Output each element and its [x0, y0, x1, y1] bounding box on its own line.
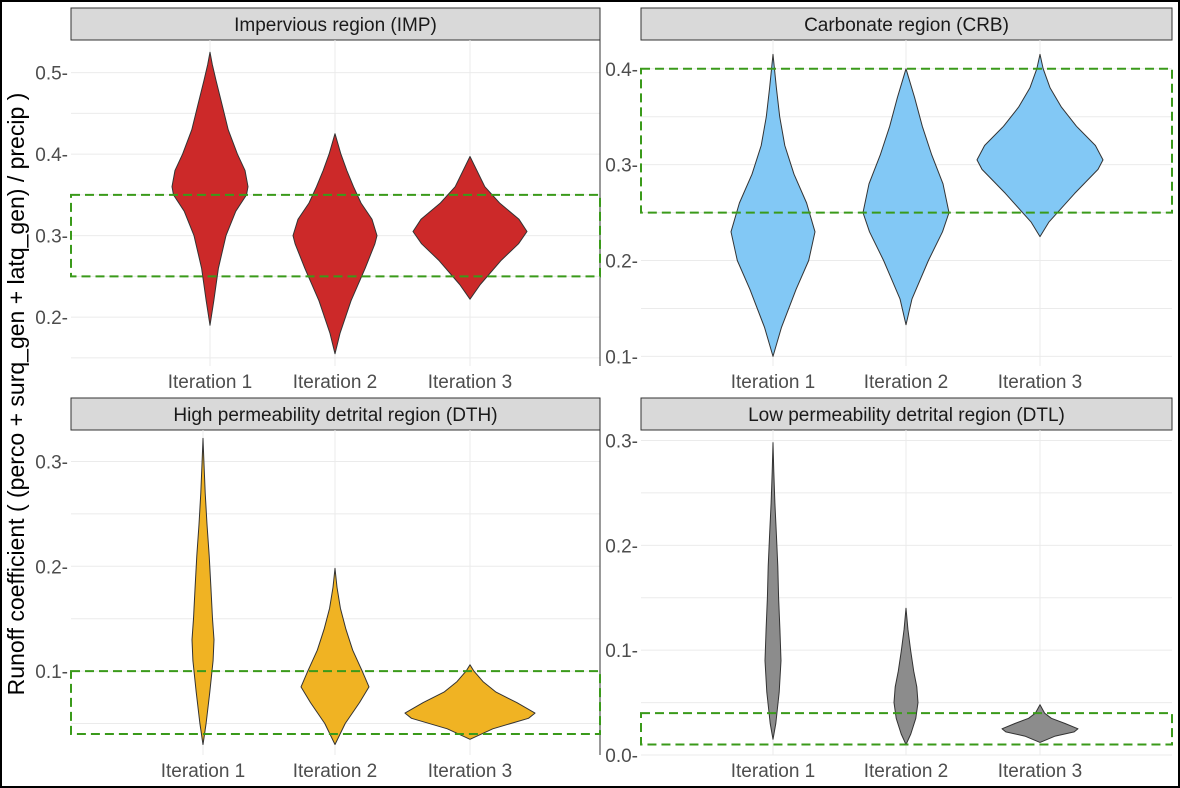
x-tick-label: Iteration 3	[428, 372, 513, 393]
x-tick-label: Iteration 1	[168, 372, 253, 393]
target-range-box	[70, 670, 601, 736]
x-tick-label: Iteration 1	[161, 761, 246, 782]
y-axis-label: Runoff coefficient ( (perco + surq_gen +…	[3, 93, 29, 696]
panel-title: Impervious region (IMP)	[234, 15, 437, 36]
panel-3: High permeability detrital region (DTH) 0…	[35, 397, 601, 782]
panel-4: Low permeability detrital region (DTL) 0.…	[605, 397, 1173, 782]
panel-1: Impervious region (IMP) 0.2- 0.3- 0.4- 0.5- I…	[35, 7, 601, 393]
y-tick-label: 0.2-	[605, 536, 638, 557]
y-tick-label: 0.0-	[605, 746, 638, 767]
y-tick-label: 0.2-	[35, 308, 68, 329]
panel-title: Carbonate region (CRB)	[804, 15, 1009, 36]
x-tick-label: Iteration 1	[731, 761, 816, 782]
y-tick-label: 0.3-	[605, 156, 638, 177]
violin-iteration-1	[730, 53, 816, 357]
y-tick-label: 0.2-	[605, 252, 638, 273]
violin-iteration-3	[1001, 704, 1079, 743]
target-range-box	[70, 193, 601, 278]
y-tick-label: 0.3-	[35, 227, 68, 248]
target-range-box	[640, 712, 1173, 746]
violin-iteration-1	[764, 442, 782, 740]
y-tick-label: 0.1-	[605, 347, 638, 368]
x-tick-label: Iteration 3	[428, 761, 513, 782]
violin-iteration-3	[976, 53, 1104, 238]
panel-header	[70, 7, 601, 41]
violin-iteration-1	[191, 437, 215, 745]
x-tick-label: Iteration 2	[293, 372, 378, 393]
x-tick-label: Iteration 3	[998, 761, 1083, 782]
violin-iteration-1	[171, 51, 249, 326]
violin-iteration-3	[404, 664, 536, 740]
x-tick-label: Iteration 2	[293, 761, 378, 782]
panel-2: Carbonate region (CRB) 0.1- 0.2- 0.3- 0.4- It…	[605, 7, 1173, 393]
violin-iteration-2	[292, 133, 378, 355]
y-tick-label: 0.3-	[605, 431, 638, 452]
y-tick-label: 0.4-	[605, 60, 638, 81]
violin-iteration-3	[412, 156, 528, 300]
x-tick-label: Iteration 1	[731, 372, 816, 393]
panel-header	[640, 7, 1173, 41]
violin-iteration-2	[300, 567, 370, 745]
x-tick-label: Iteration 3	[998, 372, 1083, 393]
x-tick-label: Iteration 2	[864, 761, 949, 782]
panel-title: Low permeability detrital region (DTL)	[748, 405, 1065, 426]
y-tick-label: 0.3-	[35, 452, 68, 473]
y-tick-label: 0.1-	[35, 662, 68, 683]
y-tick-label: 0.5-	[35, 64, 68, 85]
y-tick-label: 0.4-	[35, 145, 68, 166]
y-tick-label: 0.1-	[605, 641, 638, 662]
violin-iteration-2	[862, 68, 950, 326]
y-tick-label: 0.2-	[35, 557, 68, 578]
x-tick-label: Iteration 2	[864, 372, 949, 393]
panel-title: High permeability detrital region (DTH)	[173, 405, 497, 426]
violin-iteration-2	[893, 607, 919, 745]
target-range-box	[640, 67, 1173, 214]
